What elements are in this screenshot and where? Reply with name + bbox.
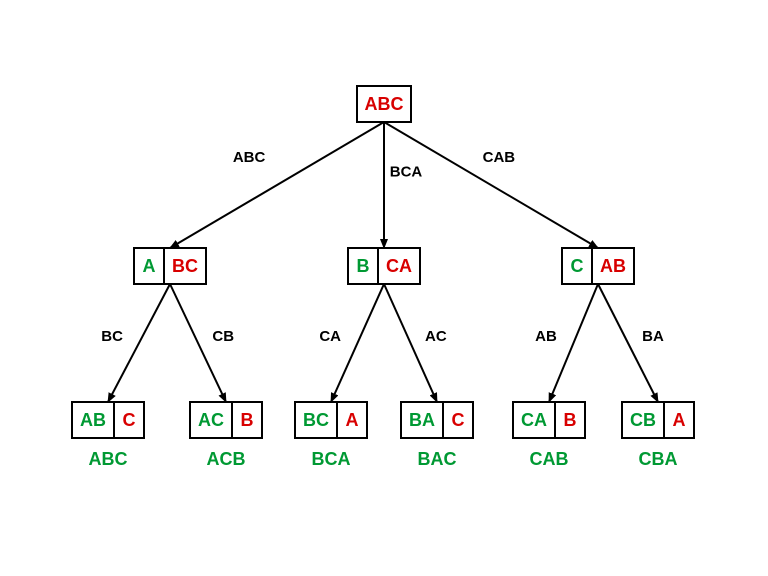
tree-node: AC B <box>190 402 262 438</box>
tree-node: ABC <box>357 86 411 122</box>
tree-node: BA C <box>401 402 473 438</box>
permutation-tree-diagram: ABCABCBCACABABCACBBCABACCABCBA ABCBCACAB… <box>0 0 768 576</box>
edge-label: BC <box>101 328 123 345</box>
edge-label: ABC <box>233 149 266 166</box>
tree-node: CB A <box>622 402 694 438</box>
node-cell-text: BA <box>409 410 435 430</box>
node-cell-text: A <box>673 410 686 430</box>
tree-node: AB C <box>72 402 144 438</box>
node-cell-text: BC <box>172 256 198 276</box>
tree-node: B CA <box>348 248 420 284</box>
node-cell-text: CA <box>521 410 547 430</box>
node-cell-text: C <box>123 410 136 430</box>
tree-node: CA B <box>513 402 585 438</box>
tree-node: C AB <box>562 248 634 284</box>
node-cell-text: C <box>571 256 584 276</box>
result-label: ABC <box>89 449 128 469</box>
tree-edge <box>384 122 598 248</box>
edge-label: BCA <box>390 163 423 180</box>
result-label: CAB <box>530 449 569 469</box>
node-cell-text: CA <box>386 256 412 276</box>
tree-edge <box>170 122 384 248</box>
edge-label: CA <box>319 328 341 345</box>
node-cell-text: B <box>241 410 254 430</box>
node-cell-text: CB <box>630 410 656 430</box>
node-cell-text: C <box>452 410 465 430</box>
tree-node: BC A <box>295 402 367 438</box>
tree-node: A BC <box>134 248 206 284</box>
node-cell-text: AC <box>198 410 224 430</box>
edge-label: BA <box>642 328 664 345</box>
node-cell-text: BC <box>303 410 329 430</box>
node-cell-text: A <box>346 410 359 430</box>
result-label: BAC <box>418 449 457 469</box>
node-cell-text: A <box>143 256 156 276</box>
edge-label: CAB <box>483 149 516 166</box>
node-cell-text: B <box>564 410 577 430</box>
results-layer: ABC ACB BCA BAC CAB CBA <box>89 449 678 469</box>
edge-label: AB <box>535 328 557 345</box>
edge-label: CB <box>212 328 234 345</box>
edge-label: AC <box>425 328 447 345</box>
result-label: CBA <box>639 449 678 469</box>
result-label: BCA <box>312 449 351 469</box>
node-cell-text: AB <box>80 410 106 430</box>
result-label: ACB <box>207 449 246 469</box>
node-cell-text: B <box>357 256 370 276</box>
node-cell-text: AB <box>600 256 626 276</box>
node-cell-text: ABC <box>365 94 404 114</box>
